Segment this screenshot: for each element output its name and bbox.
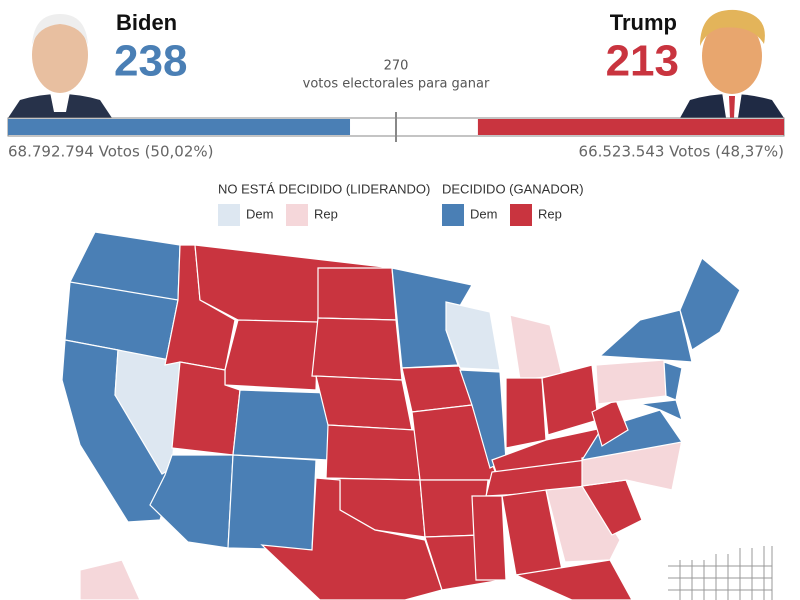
legend-title: NO ESTÁ DECIDIDO (LIDERANDO)	[218, 181, 430, 196]
hawaii-grid-icon	[668, 546, 773, 600]
us-map	[61, 231, 741, 600]
threshold-caption: votos electorales para ganar	[303, 77, 490, 92]
vote-bar	[477, 119, 784, 135]
legend-label: Dem	[470, 206, 497, 221]
legend-label: Rep	[538, 206, 562, 221]
legend-label: Rep	[314, 206, 338, 221]
vote-bar	[8, 119, 351, 135]
legend-swatch	[510, 204, 532, 226]
legend-label: Dem	[246, 206, 273, 221]
candidate-name: Biden	[116, 10, 177, 35]
popular-vote: 68.792.794 Votos (50,02%)	[8, 143, 213, 161]
electoral-votes: 213	[606, 37, 679, 86]
trump-portrait	[680, 9, 784, 118]
legend-swatch	[442, 204, 464, 226]
popular-vote: 66.523.543 Votos (48,37%)	[579, 143, 784, 161]
threshold-value: 270	[384, 59, 409, 74]
legend-swatch	[286, 204, 308, 226]
candidate-name: Trump	[610, 10, 677, 35]
legend-swatch	[218, 204, 240, 226]
electoral-votes: 238	[114, 37, 187, 86]
legend-title: DECIDIDO (GANADOR)	[442, 181, 584, 196]
biden-portrait	[8, 14, 112, 118]
